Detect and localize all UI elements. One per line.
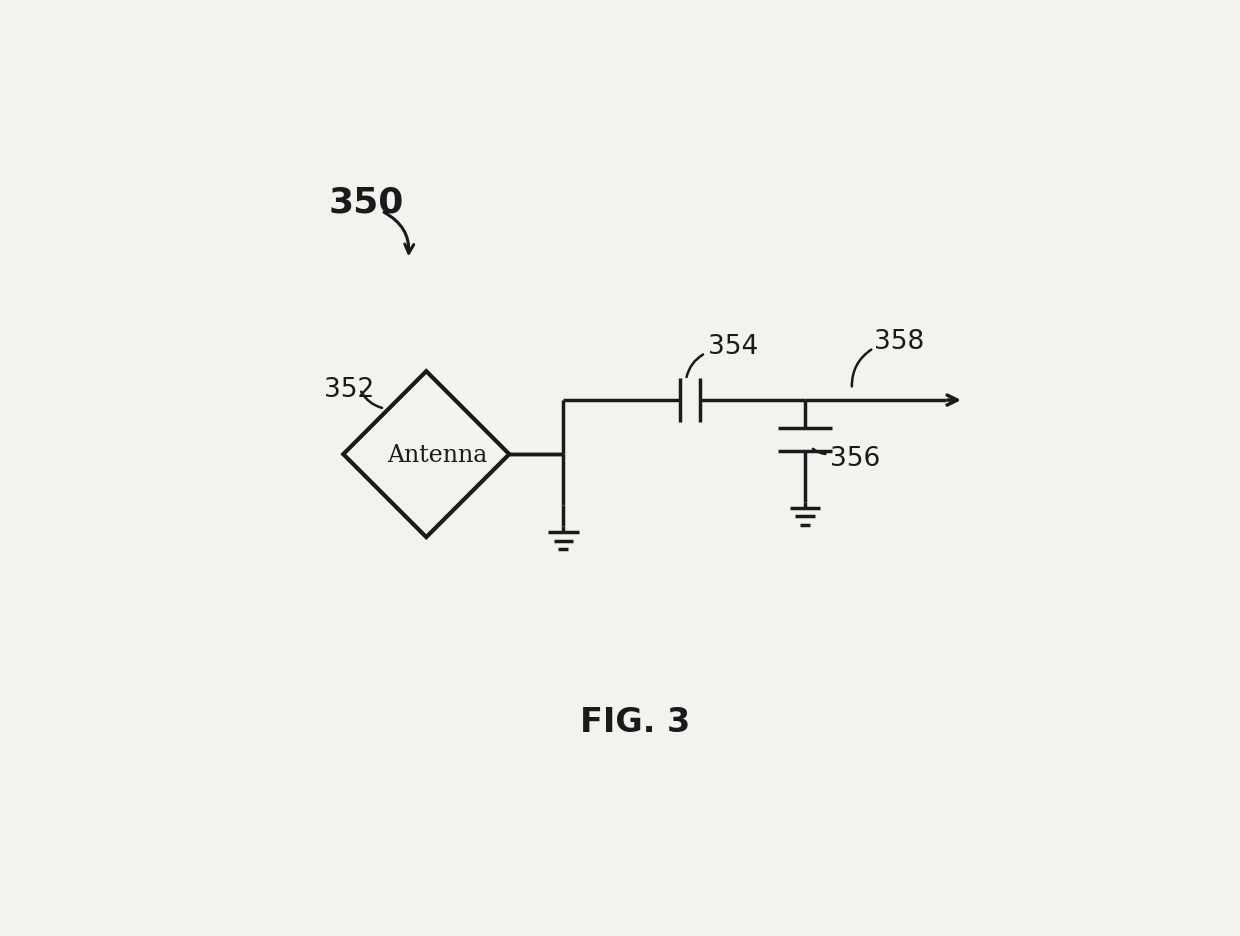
Text: 354: 354 [708,333,758,359]
Text: 356: 356 [831,446,880,471]
Text: Antenna: Antenna [387,443,487,466]
Text: 350: 350 [329,185,404,219]
Text: 352: 352 [324,377,374,402]
Text: 358: 358 [874,329,924,355]
Text: FIG. 3: FIG. 3 [580,705,691,738]
